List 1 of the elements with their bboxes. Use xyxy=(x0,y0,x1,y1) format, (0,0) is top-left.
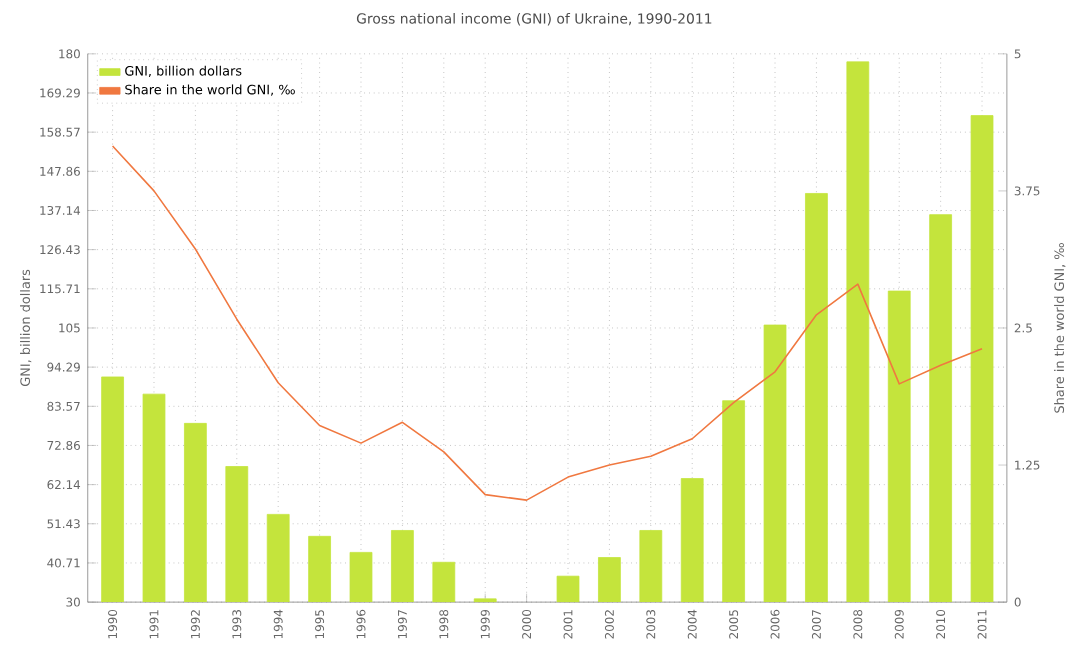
line-series xyxy=(111,145,983,501)
